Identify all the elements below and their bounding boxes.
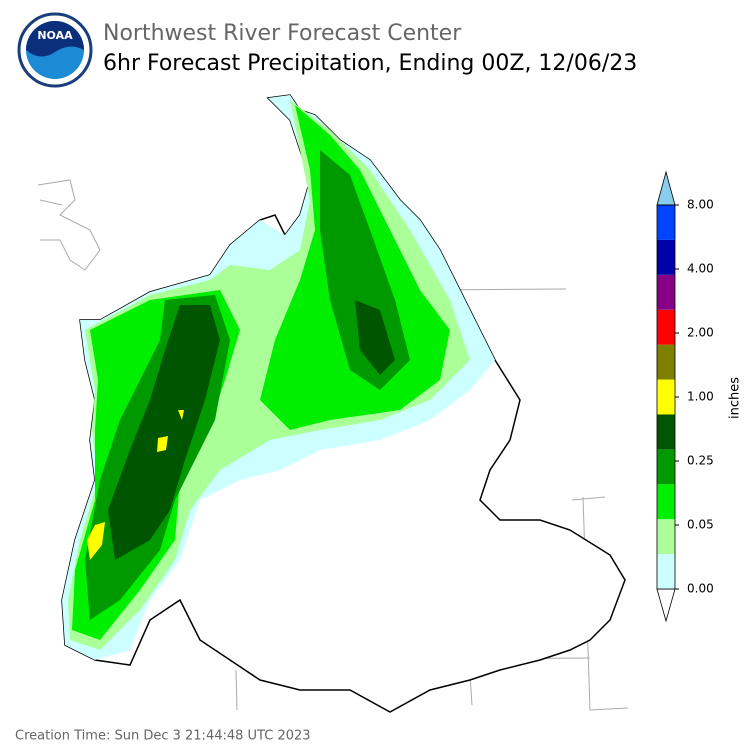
colorbar: 0.00 0.05 0.25 1.00 2.00 4.00 8.00 [656,170,714,623]
colorbar-segment [657,344,675,380]
precip-very-heavy [108,300,395,560]
colorbar-tick-label: 0.25 [687,454,714,468]
precip-extreme [87,410,184,560]
colorbar-tip-low [656,588,676,623]
colorbar-tick-label: 1.00 [687,390,714,404]
colorbar-segment [657,379,675,415]
colorbar-segment [657,519,675,555]
colorbar-segment [657,554,675,589]
colorbar-label: inches [728,377,743,419]
colorbar-tick-label: 8.00 [687,198,714,212]
logo: NOAA [17,12,93,88]
map [37,94,629,713]
colorbar-tick-label: 4.00 [687,262,714,276]
logo-text: NOAA [37,29,73,42]
colorbar-segment [657,484,675,520]
colorbar-tip-high [656,170,676,206]
colorbar-segment [657,414,675,450]
creation-time: Creation Time: Sun Dec 3 21:44:48 UTC 20… [15,729,311,744]
colorbar-segment [657,239,675,275]
colorbar-segment [657,449,675,485]
coastline [37,179,101,271]
colorbar-tick-label: 2.00 [687,326,714,340]
subtitle: 6hr Forecast Precipitation, Ending 00Z, … [103,51,637,76]
colorbar-segment [657,205,675,240]
title: Northwest River Forecast Center [103,21,462,46]
colorbar-segment [657,309,675,345]
colorbar-tick-label: 0.05 [687,518,714,532]
colorbar-tick-label: 0.00 [687,582,714,596]
colorbar-segment [657,274,675,310]
